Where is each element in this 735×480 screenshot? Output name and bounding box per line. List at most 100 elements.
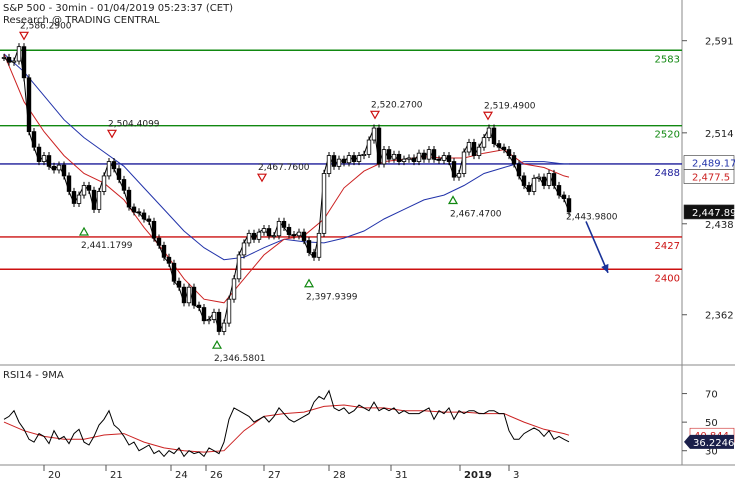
price-bar-body bbox=[71, 191, 77, 204]
rsi-tick-label: 70 bbox=[705, 390, 718, 401]
price-bar-body bbox=[291, 234, 297, 237]
annotation-label: 2,519.4900 bbox=[484, 101, 536, 111]
price-bar-body bbox=[226, 298, 232, 324]
y-tick-label: 2,438 bbox=[705, 220, 734, 231]
price-bar-body bbox=[241, 242, 247, 256]
price-bar-body bbox=[216, 311, 222, 332]
price-bar-body bbox=[96, 191, 102, 210]
price-bar-body bbox=[101, 175, 107, 192]
price-bar-body bbox=[321, 173, 327, 234]
price-bar-body bbox=[51, 165, 57, 171]
annotation-label: 2,520.2700 bbox=[371, 100, 423, 110]
price-bar-body bbox=[406, 157, 412, 160]
price-bar-body bbox=[431, 149, 437, 160]
x-tick-label: 28 bbox=[333, 470, 346, 480]
rsi-last-badge-text: 36.2246 bbox=[693, 438, 734, 449]
rsi-ma-line bbox=[3, 404, 570, 453]
last-value-badges: 2,489.17 2,477.5 2,447.89 bbox=[683, 155, 735, 220]
price-bar-body bbox=[206, 319, 212, 322]
price-bar-body bbox=[121, 179, 127, 191]
forecast-arrow-head bbox=[601, 263, 609, 273]
price-bar-body bbox=[81, 185, 87, 196]
price-bar-body bbox=[76, 194, 82, 204]
trough-marker-icon bbox=[447, 195, 459, 205]
price-bar-body bbox=[191, 286, 197, 306]
price-bar-body bbox=[451, 161, 457, 178]
price-bar-body bbox=[136, 211, 142, 214]
price-bar-body bbox=[251, 232, 257, 240]
price-bar-body bbox=[541, 176, 547, 186]
price-bar-body bbox=[466, 142, 472, 153]
rsi-tick-label: 30 bbox=[705, 447, 718, 458]
price-bar-body bbox=[481, 137, 487, 148]
price-bar-body bbox=[371, 127, 377, 141]
moving-average-slow bbox=[3, 53, 569, 261]
price-bar-body bbox=[276, 220, 282, 237]
x-tick-label: 2019 bbox=[464, 470, 492, 480]
price-axis: 2,591 2,514 2,438 2,362 bbox=[682, 37, 734, 322]
chart-source: Research @ TRADING CENTRAL bbox=[3, 15, 160, 26]
price-bar-body bbox=[461, 151, 467, 174]
price-bar-body bbox=[486, 127, 492, 139]
price-bar-body bbox=[106, 161, 112, 177]
price-bar-body bbox=[1, 57, 7, 59]
x-tick-label: 20 bbox=[48, 470, 61, 480]
ma-slow-last-badge-text: 2,489.17 bbox=[692, 159, 735, 170]
price-bar-body bbox=[566, 198, 572, 213]
rsi-panel: 70503040.84436.2246 bbox=[3, 389, 734, 458]
price-bar-body bbox=[546, 173, 552, 186]
trough-marker-icon bbox=[78, 226, 90, 236]
price-bar-body bbox=[171, 262, 177, 282]
price-bar-body bbox=[36, 146, 42, 162]
price-bar-body bbox=[501, 146, 507, 150]
x-tick-label: 31 bbox=[395, 470, 408, 480]
peak-marker-icon bbox=[256, 173, 268, 183]
price-bar-body bbox=[341, 158, 347, 164]
price-bar-body bbox=[411, 157, 417, 162]
price-bar-body bbox=[141, 212, 147, 220]
price-bar-body bbox=[366, 139, 372, 155]
price-bar-body bbox=[506, 149, 512, 156]
price-bar-body bbox=[86, 185, 92, 191]
price-bar-body bbox=[496, 143, 502, 148]
price-bar-body bbox=[426, 149, 432, 160]
price-bar-body bbox=[56, 164, 62, 171]
price-bar-body bbox=[61, 164, 67, 177]
price-bar-body bbox=[351, 155, 357, 162]
price-bar-body bbox=[381, 149, 387, 165]
price-bar-body bbox=[316, 232, 322, 258]
price-bar-body bbox=[201, 307, 207, 322]
price-bar-body bbox=[306, 240, 312, 253]
annotation-label: 2,586.2900 bbox=[20, 21, 72, 31]
level-label-2583: 2583 bbox=[655, 54, 680, 65]
time-axis: 20 21 24 26 27 28 31 2019 3 bbox=[43, 465, 519, 480]
price-bar-body bbox=[246, 232, 252, 244]
forecast-arrow-shaft bbox=[585, 221, 609, 274]
annotation-label: 2,441.1799 bbox=[81, 241, 133, 251]
price-bar-body bbox=[396, 153, 402, 162]
ma-fast-last-badge-text: 2,477.5 bbox=[692, 173, 730, 184]
price-bar-body bbox=[416, 152, 422, 162]
rsi-line bbox=[3, 389, 570, 458]
peak-marker-icon bbox=[369, 110, 381, 120]
price-bar-body bbox=[116, 168, 122, 180]
price-bar-body bbox=[156, 237, 162, 246]
price-bar-body bbox=[26, 77, 32, 133]
price-bar-body bbox=[346, 155, 352, 164]
price-bar-body bbox=[41, 155, 47, 162]
price-bar-body bbox=[436, 158, 442, 161]
price-bar-body bbox=[256, 231, 262, 240]
ma-slow-line bbox=[3, 53, 569, 261]
price-bar-body bbox=[186, 286, 192, 304]
peak-marker-icon bbox=[482, 111, 494, 121]
peak-marker-icon bbox=[18, 31, 30, 41]
level-label-2400: 2400 bbox=[655, 273, 680, 284]
price-bar-body bbox=[231, 278, 237, 300]
price-bar-body bbox=[196, 304, 202, 308]
price-bar-body bbox=[166, 256, 172, 264]
price-bar-body bbox=[401, 158, 407, 162]
price-bar-body bbox=[326, 155, 332, 174]
price-bar-body bbox=[491, 127, 497, 145]
price-bar-body bbox=[531, 177, 537, 192]
